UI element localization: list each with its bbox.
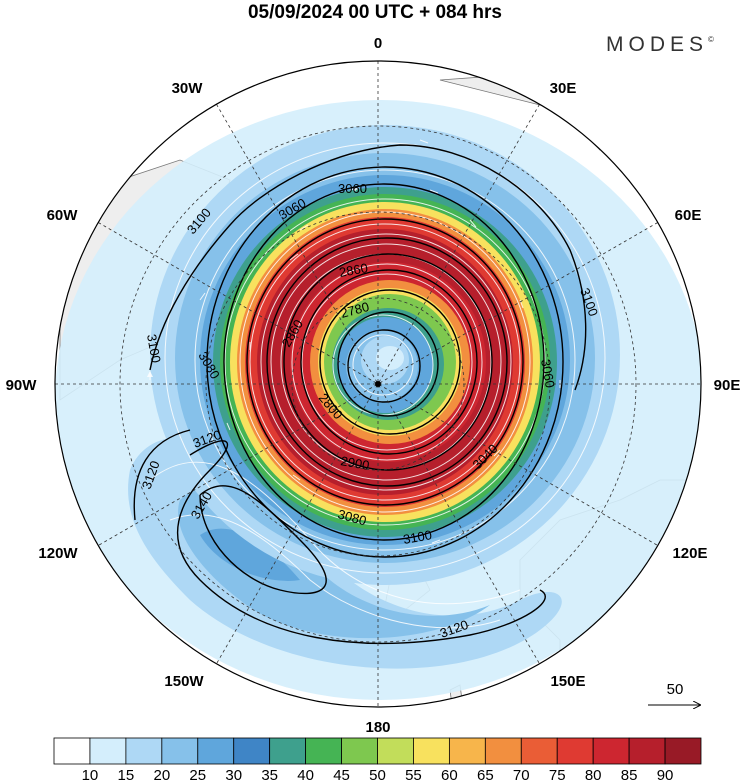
colorbar-swatch xyxy=(377,737,414,765)
logo-mark: © xyxy=(708,35,714,44)
colorbar-tick-label: 85 xyxy=(621,767,638,782)
colorbar-tick-label: 30 xyxy=(225,767,242,782)
label-60e: 60E xyxy=(675,207,702,224)
colorbar-tick-label: 50 xyxy=(369,767,386,782)
colorbar-swatch xyxy=(664,737,702,765)
colorbar-swatch xyxy=(341,737,378,765)
wind-shading xyxy=(55,100,701,700)
colorbar-swatch xyxy=(520,737,558,765)
contour-label: 3100 xyxy=(144,333,164,364)
contour-label: 3100 xyxy=(402,527,433,547)
colorbar-swatch xyxy=(413,737,450,765)
contour-label: 2860 xyxy=(338,260,369,280)
colorbar-swatch xyxy=(269,737,307,765)
colorbar: 10 15 20 25 30 35 40 45 50 55 60 65 70 75 80 85 90 xyxy=(53,737,702,782)
pole-marker xyxy=(375,381,381,387)
colorbar-tick-label: 10 xyxy=(82,767,99,782)
map-disc xyxy=(55,61,701,707)
wind-vectors xyxy=(150,139,606,629)
colorbar-tick-label: 60 xyxy=(441,767,458,782)
colorbar-tick-label: 45 xyxy=(333,767,350,782)
height-contours xyxy=(133,144,587,645)
colorbar-swatch xyxy=(592,737,630,765)
colorbar-swatch xyxy=(161,737,199,765)
label-150e: 150E xyxy=(550,673,585,690)
map-title: 05/09/2024 00 UTC + 084 hrs xyxy=(247,2,503,23)
reference-vector: 50 xyxy=(648,681,700,705)
label-30w: 30W xyxy=(172,80,204,97)
label-60w: 60W xyxy=(47,207,79,224)
colorbar-tick-label: 40 xyxy=(297,767,314,782)
label-90w: 90W xyxy=(6,377,38,394)
colorbar-swatch xyxy=(233,737,271,765)
label-90e: 90E xyxy=(714,377,741,394)
label-30e: 30E xyxy=(550,80,577,97)
label-150w: 150W xyxy=(164,673,204,690)
contour-label: 2780 xyxy=(339,299,371,321)
colorbar-tick-label: 35 xyxy=(261,767,278,782)
colorbar-tick-label: 75 xyxy=(549,767,566,782)
colorbar-tick-label: 70 xyxy=(513,767,530,782)
label-180: 180 xyxy=(365,719,390,736)
reference-vector-label: 50 xyxy=(667,681,684,698)
graticule xyxy=(55,61,701,707)
colorbar-swatch xyxy=(628,737,666,765)
label-0: 0 xyxy=(374,35,382,52)
colorbar-tick-label: 90 xyxy=(657,767,674,782)
meridian-labels: 0 30E 60E 90E 120E 150E 180 150W 120W 90… xyxy=(6,35,741,736)
colorbar-swatch xyxy=(305,737,342,765)
colorbar-swatch xyxy=(197,737,235,765)
colorbar-tick-label: 15 xyxy=(118,767,135,782)
colorbar-swatch xyxy=(53,737,91,765)
colorbar-swatch xyxy=(125,737,163,765)
label-120e: 120E xyxy=(672,545,707,562)
label-120w: 120W xyxy=(38,545,78,562)
contour-label: 3060 xyxy=(338,181,367,196)
colorbar-tick-label: 80 xyxy=(585,767,602,782)
colorbar-swatch xyxy=(448,737,486,765)
colorbar-swatch xyxy=(89,737,127,765)
map-boundary xyxy=(54,60,702,708)
colorbar-swatch xyxy=(556,737,594,765)
colorbar-tick-label: 65 xyxy=(477,767,494,782)
colorbar-tick-label: 20 xyxy=(153,767,170,782)
contour-label: 2900 xyxy=(339,453,370,473)
colorbar-tick-label: 55 xyxy=(405,767,422,782)
colorbar-tick-label: 25 xyxy=(189,767,206,782)
modes-logo: MODES© xyxy=(606,33,714,57)
colorbar-swatch xyxy=(484,737,522,765)
contour-label: 3080 xyxy=(336,506,368,528)
contour-label: 3060 xyxy=(538,358,558,389)
logo-text: MODES xyxy=(606,33,709,56)
